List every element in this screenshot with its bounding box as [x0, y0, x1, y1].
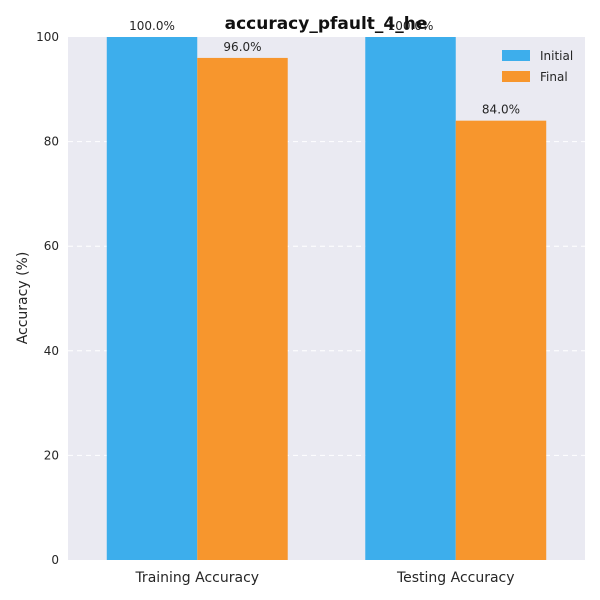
y-tick-label: 0: [51, 553, 59, 567]
y-tick-label: 80: [44, 135, 59, 149]
y-tick-label: 40: [44, 344, 59, 358]
y-tick-label: 100: [36, 30, 59, 44]
bar-initial-1: [365, 37, 456, 560]
bar-final-1: [455, 120, 547, 561]
legend-swatch-initial: [502, 50, 530, 61]
data-labels: 100.0% 96.0% 100.0% 84.0%: [129, 19, 520, 117]
data-label: 84.0%: [482, 103, 520, 117]
legend-label-final: Final: [540, 70, 568, 84]
bars: [106, 37, 547, 561]
y-tick-label: 60: [44, 239, 59, 253]
data-label: 100.0%: [129, 19, 175, 33]
bar-initial-0: [106, 37, 198, 560]
y-axis-label: Accuracy (%): [15, 252, 31, 345]
bar-final-0: [197, 57, 288, 561]
legend-swatch-final: [502, 71, 530, 82]
data-label: 100.0%: [388, 19, 434, 33]
x-tick-label: Training Accuracy: [134, 570, 259, 586]
legend: Initial Final: [502, 49, 573, 84]
legend-label-initial: Initial: [540, 49, 573, 63]
chart-title: accuracy_pfault_4_he: [225, 14, 428, 34]
y-axis-ticks: 0 20 40 60 80 100: [36, 30, 59, 567]
x-tick-label: Testing Accuracy: [396, 570, 515, 586]
y-tick-label: 20: [44, 448, 59, 462]
x-axis-ticks: Training Accuracy Testing Accuracy: [134, 570, 514, 586]
data-label: 96.0%: [223, 40, 261, 54]
